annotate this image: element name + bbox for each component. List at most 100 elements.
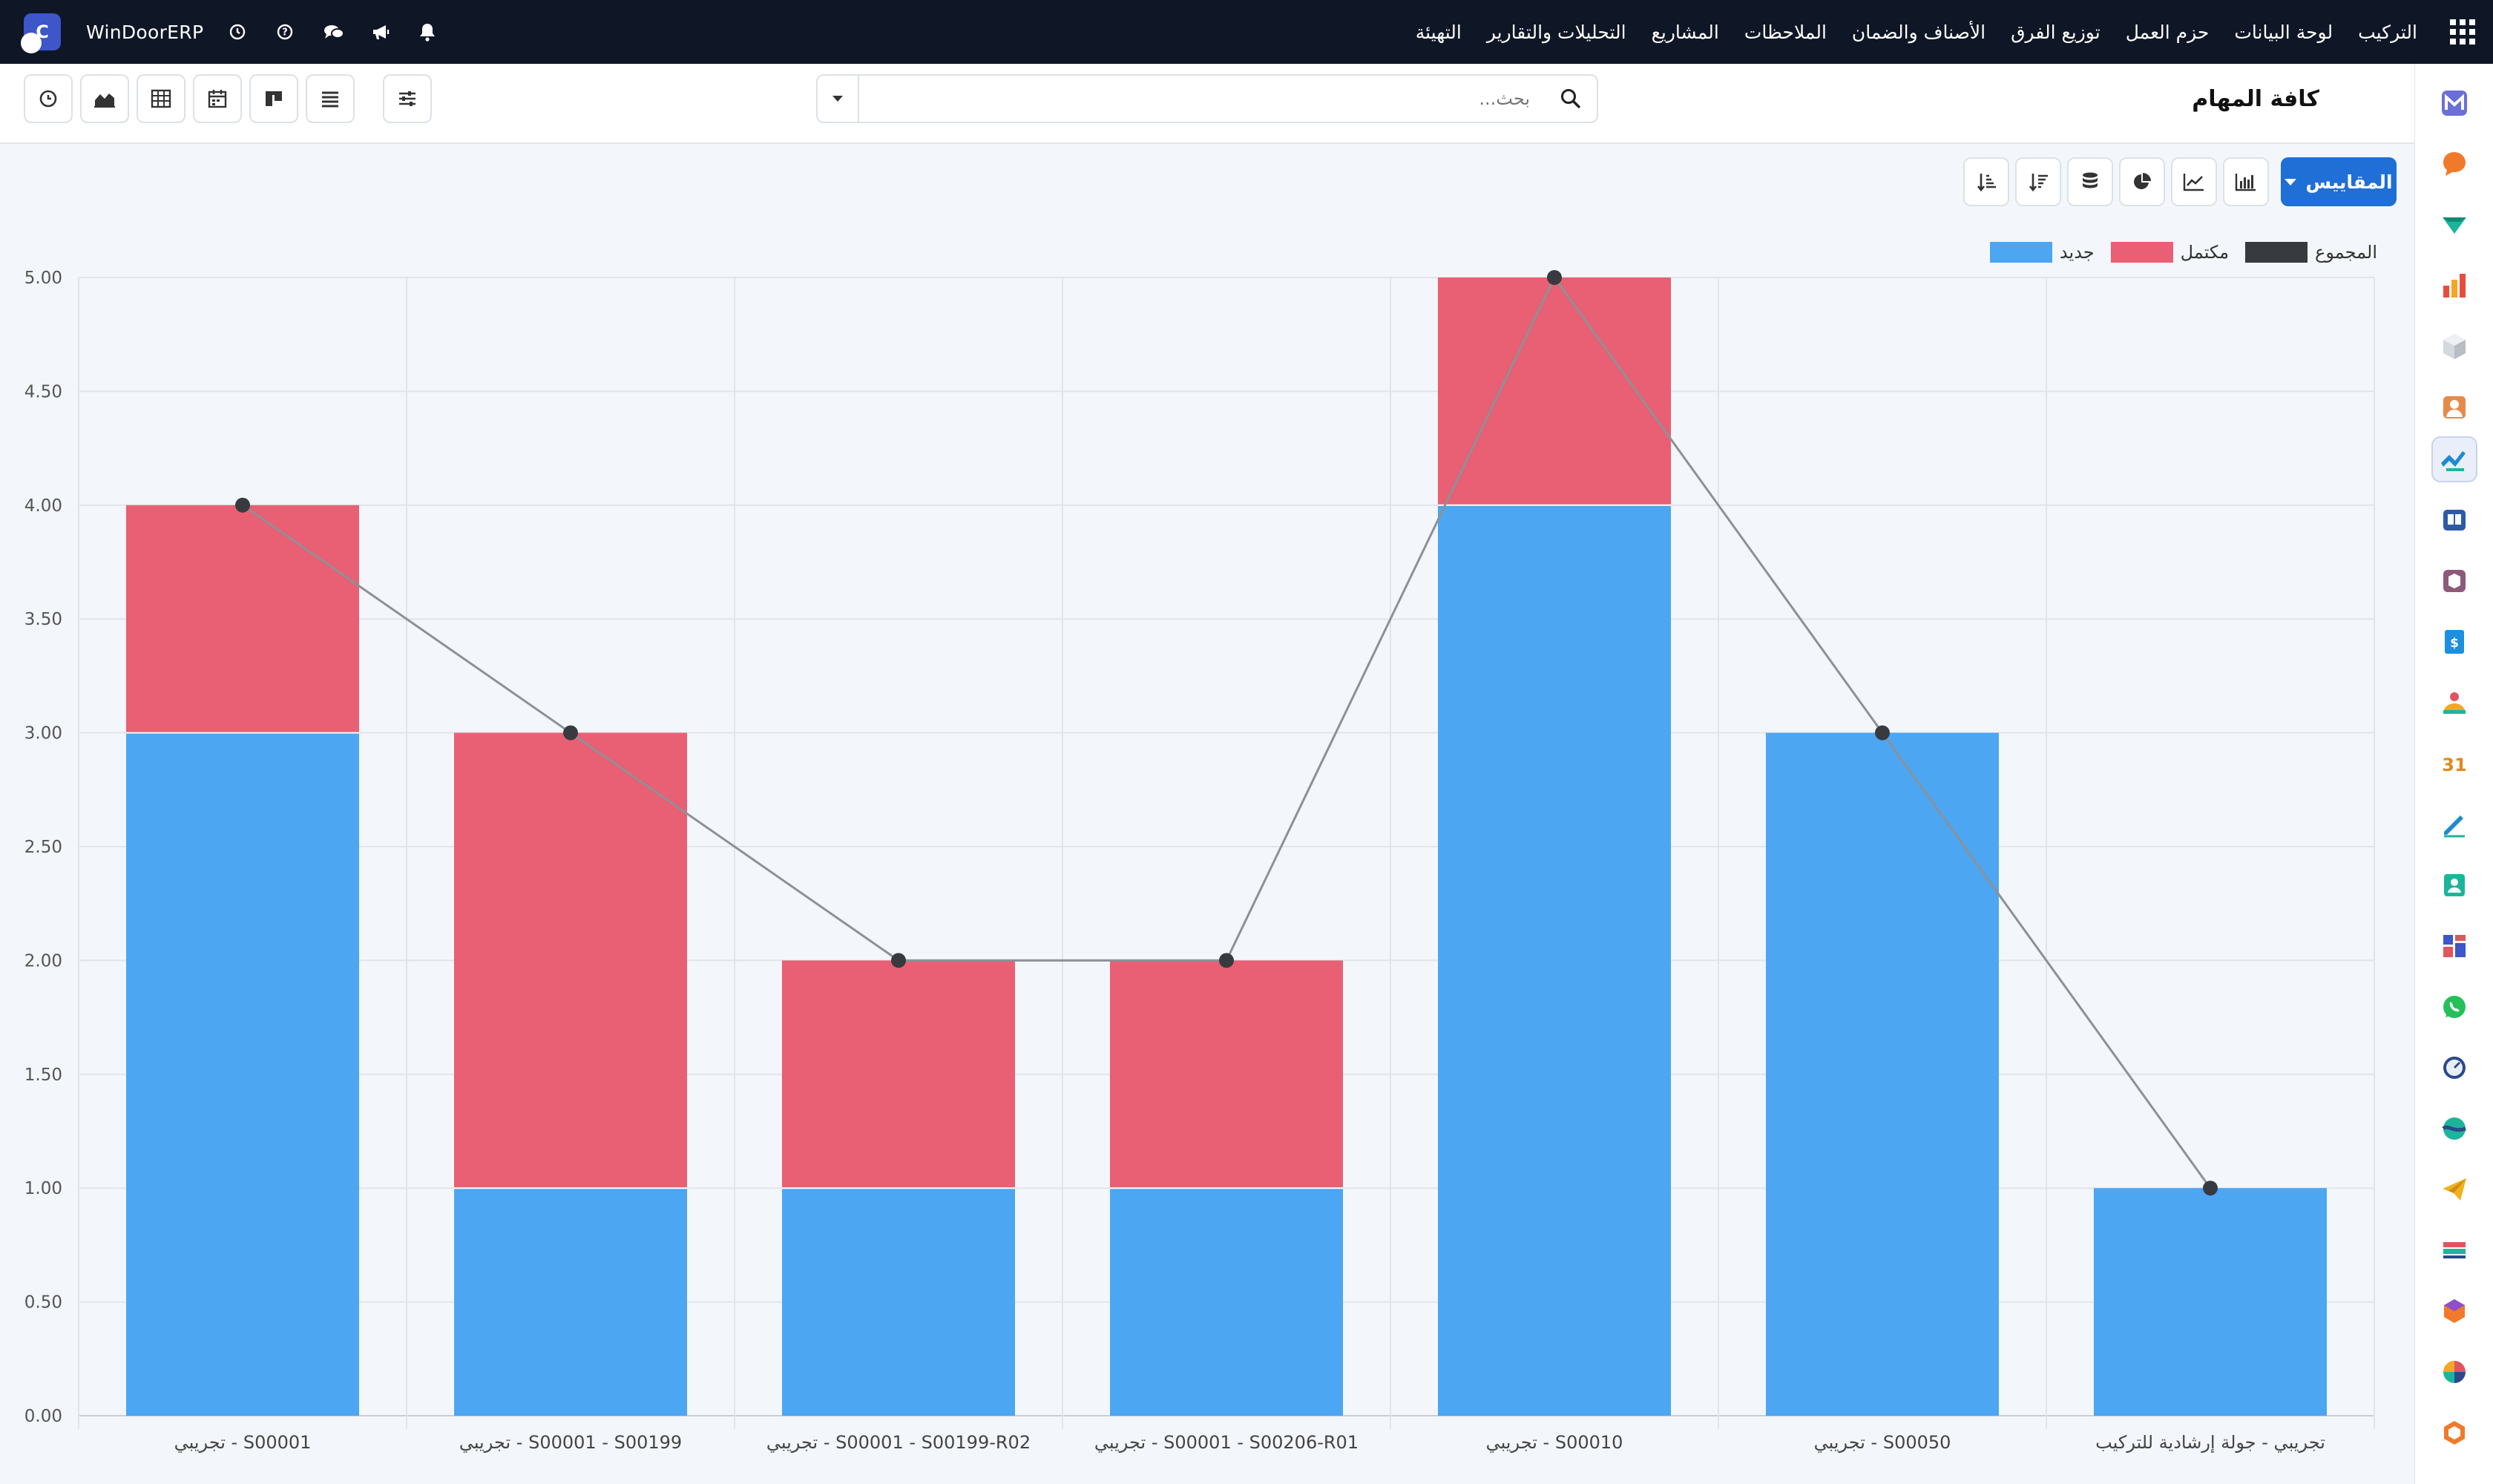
search-input[interactable] bbox=[862, 80, 1530, 117]
bar-done[interactable] bbox=[1110, 960, 1343, 1189]
logo-dot bbox=[21, 33, 42, 53]
chart-bars bbox=[126, 278, 2327, 1416]
total-point[interactable] bbox=[1547, 270, 1562, 285]
search-bar bbox=[816, 74, 1598, 123]
bar-new[interactable] bbox=[1110, 1188, 1343, 1416]
bar-done[interactable] bbox=[126, 505, 359, 733]
sidebar-app-reports[interactable] bbox=[2431, 263, 2477, 309]
bar-done[interactable] bbox=[1438, 278, 1671, 505]
bar-new[interactable] bbox=[1766, 732, 1999, 1416]
sidebar-app-settings[interactable] bbox=[2431, 1410, 2477, 1456]
total-point[interactable] bbox=[235, 497, 250, 513]
bar-new[interactable] bbox=[454, 1188, 687, 1416]
menu-item-projects[interactable]: المشاريع bbox=[1651, 21, 1719, 43]
ascending-sort-button[interactable] bbox=[1963, 157, 2009, 206]
calendar-view-button[interactable] bbox=[193, 74, 242, 123]
search-options-toggle[interactable] bbox=[818, 76, 859, 122]
table-grid-icon bbox=[151, 89, 171, 108]
menu-item-notes[interactable]: الملاحظات bbox=[1744, 21, 1827, 43]
y-tick-label: 2.50 bbox=[24, 838, 62, 857]
sidebar-app-mail[interactable] bbox=[2431, 80, 2477, 126]
bar-chart-button[interactable] bbox=[2223, 157, 2269, 206]
sidebar-app-documents[interactable] bbox=[2431, 1227, 2477, 1273]
sort-ascending-icon bbox=[1977, 174, 1996, 192]
company-logo[interactable]: C bbox=[21, 13, 61, 53]
descending-sort-button[interactable] bbox=[2015, 157, 2061, 206]
y-tick-label: 5.00 bbox=[24, 269, 62, 288]
chat-icon[interactable] bbox=[323, 23, 346, 41]
help-icon[interactable]: ? bbox=[276, 23, 298, 41]
sidebar-app-tasks[interactable] bbox=[2431, 436, 2477, 482]
activity-view-button[interactable] bbox=[24, 74, 73, 123]
sidebar-app-telegram[interactable] bbox=[2431, 1166, 2477, 1212]
bar-new[interactable] bbox=[2094, 1188, 2327, 1416]
control-panel: كافة المهام bbox=[0, 64, 2414, 144]
filter-options-button[interactable] bbox=[383, 74, 432, 123]
menu-item-configuration[interactable]: التهيئة bbox=[1415, 21, 1462, 43]
sidebar-app-sales[interactable] bbox=[2431, 202, 2477, 248]
legend-item-new[interactable]: جديد bbox=[1989, 242, 2095, 263]
bar-new[interactable] bbox=[782, 1188, 1015, 1416]
list-view-button[interactable] bbox=[306, 74, 355, 123]
total-point[interactable] bbox=[2203, 1181, 2218, 1196]
sidebar-app-invoicing[interactable]: $ bbox=[2431, 619, 2477, 665]
y-tick-label: 4.50 bbox=[24, 382, 62, 401]
total-point[interactable] bbox=[891, 953, 906, 968]
topbar-left: C WinDoorERP ? bbox=[21, 0, 441, 64]
bar-done[interactable] bbox=[782, 960, 1015, 1189]
search-icon[interactable] bbox=[1560, 88, 1582, 113]
menu-item-items-warranty[interactable]: الأصناف والضمان bbox=[1851, 21, 1986, 43]
sidebar-app-employees[interactable] bbox=[2431, 680, 2477, 726]
sidebar-app-sign[interactable] bbox=[2431, 801, 2477, 847]
sidebar-app-profile[interactable] bbox=[2431, 862, 2477, 908]
bell-icon[interactable] bbox=[418, 22, 441, 42]
total-point[interactable] bbox=[563, 725, 578, 741]
sidebar-app-calendar[interactable]: 31 bbox=[2431, 741, 2477, 787]
bar-new[interactable] bbox=[126, 732, 359, 1416]
sidebar-app-timer[interactable] bbox=[2431, 1045, 2477, 1091]
graph-view-button[interactable] bbox=[80, 74, 129, 123]
bar-done[interactable] bbox=[454, 732, 687, 1189]
stacked-toggle-button[interactable] bbox=[2067, 157, 2113, 206]
pie-chart-button[interactable] bbox=[2119, 157, 2165, 206]
sidebar-app-spreadsheet[interactable] bbox=[2431, 1349, 2477, 1395]
legend-item-done[interactable]: مكتمل bbox=[2110, 242, 2230, 263]
sidebar-app-website[interactable] bbox=[2431, 1106, 2477, 1152]
sidebar-app-manufacturing[interactable] bbox=[2431, 1288, 2477, 1334]
apps-grid-icon[interactable] bbox=[2450, 19, 2475, 45]
main-menu: التركيب لوحة البيانات حزم العمل توزيع ال… bbox=[1416, 0, 2475, 64]
book-app-icon bbox=[2443, 510, 2466, 531]
area-chart-icon bbox=[94, 93, 115, 108]
view-switcher bbox=[24, 74, 355, 123]
x-tick-label: S00001 - S00199 - تجريبي bbox=[459, 1432, 682, 1453]
kanban-view-button[interactable] bbox=[249, 74, 298, 123]
sidebar-app-knowledge[interactable] bbox=[2431, 497, 2477, 543]
clock-icon[interactable] bbox=[229, 23, 251, 41]
hex-gear-app-icon bbox=[2444, 1421, 2465, 1445]
top-navbar: C WinDoorERP ? التركيب لوحة البيانات حزم… bbox=[0, 0, 2493, 64]
sidebar-app-purchase[interactable] bbox=[2431, 558, 2477, 604]
pivot-view-button[interactable] bbox=[137, 74, 185, 123]
line-chart-button[interactable] bbox=[2171, 157, 2217, 206]
bar-new[interactable] bbox=[1438, 505, 1671, 1416]
legend-swatch-total bbox=[2245, 242, 2308, 263]
company-name[interactable]: WinDoorERP bbox=[86, 21, 204, 43]
megaphone-icon[interactable] bbox=[371, 23, 393, 41]
menu-item-team-distribution[interactable]: توزيع الفرق bbox=[2011, 21, 2101, 43]
sidebar-app-discuss[interactable] bbox=[2431, 141, 2477, 187]
svg-text:31: 31 bbox=[2442, 755, 2466, 775]
sidebar-app-inventory[interactable] bbox=[2431, 324, 2477, 370]
menu-item-work-packages[interactable]: حزم العمل bbox=[2125, 21, 2210, 43]
menu-item-installation[interactable]: التركيب bbox=[2358, 21, 2417, 43]
menu-item-analytics[interactable]: التحليلات والتقارير bbox=[1486, 21, 1626, 43]
menu-item-dashboard[interactable]: لوحة البيانات bbox=[2234, 21, 2333, 43]
sidebar-app-dashboards[interactable] bbox=[2431, 923, 2477, 969]
total-point[interactable] bbox=[1875, 725, 1890, 741]
sidebar-app-contacts[interactable] bbox=[2431, 384, 2477, 430]
total-point[interactable] bbox=[1219, 953, 1234, 968]
legend-label-done: مكتمل bbox=[2180, 242, 2230, 263]
legend-item-total[interactable]: المجموع bbox=[2245, 242, 2377, 263]
pen-app-icon bbox=[2444, 815, 2465, 838]
measures-dropdown-button[interactable]: المقاييس bbox=[2281, 157, 2397, 206]
sidebar-app-whatsapp[interactable] bbox=[2431, 984, 2477, 1030]
